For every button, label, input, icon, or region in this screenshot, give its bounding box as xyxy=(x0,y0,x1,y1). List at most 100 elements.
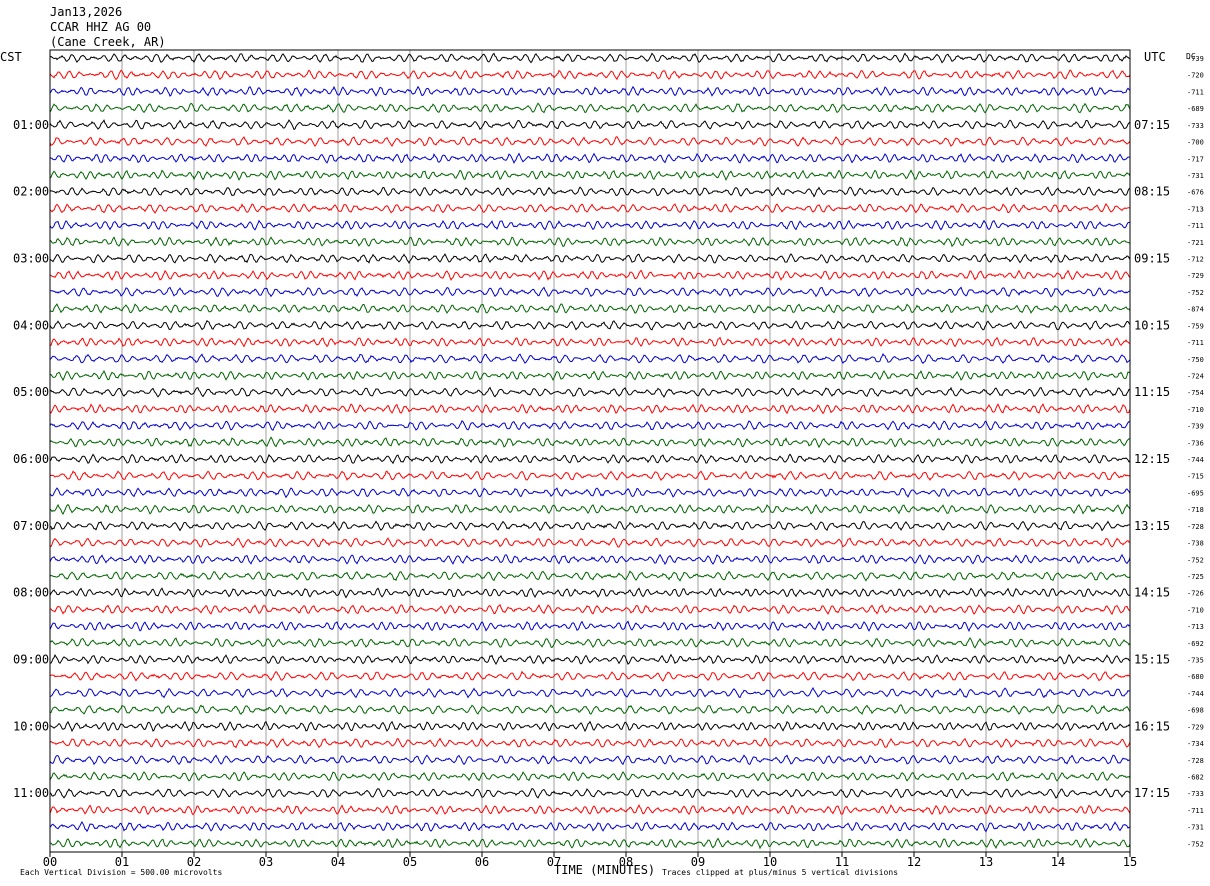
x-tick-label: 09 xyxy=(691,855,705,869)
dc-offset-label: -724 xyxy=(1187,373,1204,381)
dc-offset-label: -739 xyxy=(1187,423,1204,431)
right-hour-label: 16:15 xyxy=(1134,719,1170,733)
dc-offset-label: -710 xyxy=(1187,606,1204,614)
trace-line xyxy=(49,470,1131,481)
right-hour-label: 11:15 xyxy=(1134,385,1170,399)
dc-offset-label: -752 xyxy=(1187,840,1204,848)
dc-offset-label: -718 xyxy=(1187,506,1204,514)
left-timezone-label: CST xyxy=(0,50,22,64)
trace-line xyxy=(49,804,1131,816)
seismic-traces xyxy=(49,52,1131,850)
right-hour-label: 13:15 xyxy=(1134,519,1170,533)
right-hour-label: 07:15 xyxy=(1134,118,1170,132)
trace-line xyxy=(49,136,1131,148)
right-hour-label: 10:15 xyxy=(1134,318,1170,332)
x-tick-label: 07 xyxy=(547,855,561,869)
trace-line xyxy=(49,336,1131,348)
trace-line xyxy=(49,637,1131,649)
dc-header-label: DC xyxy=(1186,52,1196,61)
left-hour-label: 07:00 xyxy=(13,519,49,533)
dc-offset-label: -731 xyxy=(1187,172,1204,180)
trace-line xyxy=(49,402,1131,415)
dc-offset-label: -729 xyxy=(1187,272,1204,280)
dc-offset-label: -733 xyxy=(1187,790,1204,798)
x-tick-label: 11 xyxy=(835,855,849,869)
plot-border xyxy=(49,49,1131,853)
x-tick-label: 06 xyxy=(475,855,489,869)
x-tick-label: 13 xyxy=(979,855,993,869)
trace-line xyxy=(49,219,1131,231)
dc-offset-label: -711 xyxy=(1187,222,1204,230)
trace-line xyxy=(49,152,1131,164)
dc-offset-label: -750 xyxy=(1187,356,1204,364)
dc-offset-label: -717 xyxy=(1187,155,1204,163)
trace-line xyxy=(49,754,1131,766)
left-hour-label: 09:00 xyxy=(13,653,49,667)
trace-line xyxy=(49,369,1131,382)
dc-offset-label: -744 xyxy=(1187,690,1204,698)
dc-offset-label: -733 xyxy=(1187,122,1204,130)
clip-note: Traces clipped at plus/minus 5 vertical … xyxy=(662,868,898,877)
scale-note: Each Vertical Division = 500.00 microvol… xyxy=(20,868,222,877)
trace-line xyxy=(49,269,1131,281)
trace-line xyxy=(49,587,1131,599)
dc-offset-label: -725 xyxy=(1187,573,1204,581)
right-hour-label: 17:15 xyxy=(1134,786,1170,800)
dc-offset-label: -711 xyxy=(1187,339,1204,347)
dc-offset-label: -710 xyxy=(1187,406,1204,414)
left-hour-label: 11:00 xyxy=(13,786,49,800)
dc-offset-label: -676 xyxy=(1187,189,1204,197)
trace-line xyxy=(49,119,1131,131)
dc-offset-label: -736 xyxy=(1187,439,1204,447)
trace-line xyxy=(49,670,1131,682)
trace-line xyxy=(49,821,1131,833)
trace-line xyxy=(49,788,1131,799)
trace-line xyxy=(49,620,1131,633)
header-station: CCAR HHZ AG 00 xyxy=(50,20,151,34)
trace-line xyxy=(49,503,1131,515)
trace-line xyxy=(49,603,1131,616)
right-hour-label: 09:15 xyxy=(1134,252,1170,266)
dc-offset-label: -874 xyxy=(1187,306,1204,314)
dc-offset-label: -759 xyxy=(1187,322,1204,330)
dc-offset-label: -698 xyxy=(1187,707,1204,715)
trace-line xyxy=(50,837,1131,850)
dc-offset-label: -728 xyxy=(1187,523,1204,531)
dc-offset-label: -734 xyxy=(1187,740,1204,748)
x-tick-label: 05 xyxy=(403,855,417,869)
trace-line xyxy=(49,102,1131,114)
trace-line xyxy=(49,686,1131,699)
trace-line xyxy=(49,69,1131,81)
trace-line xyxy=(49,704,1131,715)
trace-line xyxy=(49,253,1131,264)
dc-offset-label: -700 xyxy=(1187,139,1204,147)
dc-offset-label: -711 xyxy=(1187,807,1204,815)
dc-offset-label: -735 xyxy=(1187,657,1204,665)
x-tick-label: 12 xyxy=(907,855,921,869)
right-hour-label: 14:15 xyxy=(1134,586,1170,600)
trace-line xyxy=(49,570,1130,582)
right-hour-label: 08:15 xyxy=(1134,185,1170,199)
header-date: Jan13,2026 xyxy=(50,5,122,19)
trace-line xyxy=(49,286,1131,298)
dc-offset-label: -752 xyxy=(1187,289,1204,297)
trace-line xyxy=(49,236,1131,248)
trace-line xyxy=(49,186,1131,198)
dc-offset-label: -695 xyxy=(1187,489,1204,497)
plot-grid xyxy=(121,50,1059,852)
trace-line xyxy=(49,737,1131,749)
trace-line xyxy=(49,771,1131,782)
left-hour-label: 03:00 xyxy=(13,252,49,266)
x-tick-label: 10 xyxy=(763,855,777,869)
x-tick-label: 08 xyxy=(619,855,633,869)
trace-line xyxy=(49,520,1130,532)
x-tick-label: 02 xyxy=(187,855,201,869)
x-tick-label: 01 xyxy=(115,855,129,869)
trace-line xyxy=(49,303,1131,314)
dc-offset-label: -682 xyxy=(1187,774,1204,782)
trace-line xyxy=(49,453,1131,465)
dc-offset-label: -721 xyxy=(1187,239,1204,247)
dc-offset-label: -729 xyxy=(1187,723,1204,731)
left-hour-label: 06:00 xyxy=(13,452,49,466)
